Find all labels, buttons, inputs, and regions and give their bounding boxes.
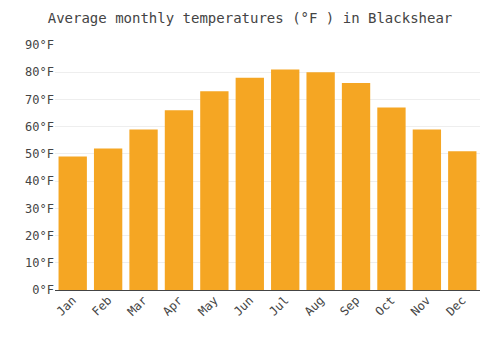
svg-text:Jun: Jun xyxy=(231,293,256,318)
svg-text:Dec: Dec xyxy=(443,293,468,318)
svg-text:Apr: Apr xyxy=(160,293,185,318)
svg-text:90°F: 90°F xyxy=(25,38,54,52)
svg-text:Sep: Sep xyxy=(337,293,362,318)
svg-text:Feb: Feb xyxy=(89,293,114,318)
svg-text:May: May xyxy=(196,293,221,318)
svg-text:Jul: Jul xyxy=(266,293,291,318)
svg-text:10°F: 10°F xyxy=(25,256,54,270)
svg-text:60°F: 60°F xyxy=(25,120,54,134)
svg-text:Jan: Jan xyxy=(54,293,79,318)
svg-text:70°F: 70°F xyxy=(25,93,54,107)
svg-text:Nov: Nov xyxy=(408,293,433,318)
svg-text:40°F: 40°F xyxy=(25,174,54,188)
svg-text:20°F: 20°F xyxy=(25,229,54,243)
svg-text:0°F: 0°F xyxy=(32,283,54,297)
svg-text:50°F: 50°F xyxy=(25,147,54,161)
svg-text:Aug: Aug xyxy=(302,293,327,318)
svg-text:Mar: Mar xyxy=(125,293,150,318)
svg-text:30°F: 30°F xyxy=(25,202,54,216)
svg-text:80°F: 80°F xyxy=(25,65,54,79)
svg-text:Average monthly temperatures (: Average monthly temperatures (°F ) in Bl… xyxy=(48,10,453,26)
svg-text:Oct: Oct xyxy=(373,293,398,318)
